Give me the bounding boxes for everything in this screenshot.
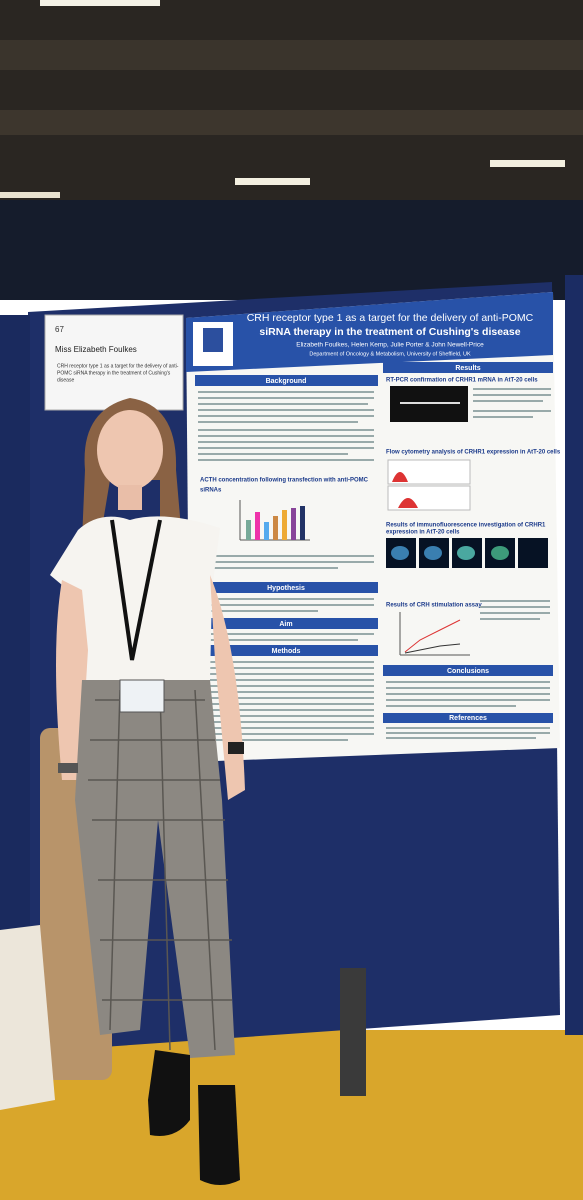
section-bar xyxy=(383,665,553,676)
body-text xyxy=(198,633,374,641)
subheading: RT-PCR confirmation of CRHR1 mRNA in AtT… xyxy=(386,378,538,384)
gel-band xyxy=(400,402,460,404)
body-text xyxy=(198,661,374,741)
beam xyxy=(0,110,583,135)
body-text xyxy=(473,388,551,418)
section-bar xyxy=(383,362,553,373)
poster-title: siRNA therapy in the treatment of Cushin… xyxy=(259,326,520,338)
section-heading: Hypothesis xyxy=(267,585,305,592)
crh-chart-figure xyxy=(399,612,470,656)
subheading: Results of immunofluorescence investigat… xyxy=(386,523,546,529)
subheading: Results of CRH stimulation assay xyxy=(386,603,482,609)
back-wall xyxy=(0,200,583,300)
section-bar xyxy=(195,618,378,629)
body-text xyxy=(386,681,550,707)
section-heading: Background xyxy=(266,378,307,385)
flow-peak xyxy=(398,498,418,508)
subheading: Flow cytometry analysis of CRHR1 express… xyxy=(386,450,561,456)
card-name: Miss Elizabeth Foulkes xyxy=(55,345,137,354)
section-heading: Results xyxy=(455,365,480,372)
card-title: POMC siRNA therapy in the treatment of C… xyxy=(57,370,171,376)
section-heading: References xyxy=(449,715,487,722)
poster-board xyxy=(565,275,583,1035)
card-number: 67 xyxy=(55,325,64,334)
person xyxy=(50,398,245,1185)
body-text xyxy=(198,391,374,461)
body-text xyxy=(480,600,550,620)
body-text xyxy=(386,727,550,739)
flow-peak xyxy=(392,472,408,482)
poster-title: CRH receptor type 1 as a target for the … xyxy=(247,312,534,324)
section-bar xyxy=(195,645,378,656)
section-heading: Aim xyxy=(279,621,292,628)
board-foot xyxy=(340,968,366,1096)
name-card xyxy=(44,314,184,411)
ceiling xyxy=(0,0,583,210)
poster-affiliation: Department of Oncology & Metabolism, Uni… xyxy=(309,351,471,357)
body-text xyxy=(198,598,374,612)
section-bar xyxy=(195,582,378,593)
crest-shield xyxy=(203,328,223,352)
light xyxy=(490,160,565,167)
tote-bag xyxy=(0,925,55,1110)
subheading: ACTH concentration following transfectio… xyxy=(200,478,369,484)
poster-header xyxy=(186,292,553,372)
section-heading: Conclusions xyxy=(447,668,489,675)
section-bar xyxy=(195,375,378,386)
bar-chart-figure xyxy=(239,500,310,541)
section-bar xyxy=(383,713,553,723)
light xyxy=(40,0,160,6)
section-heading: Methods xyxy=(272,648,301,655)
light xyxy=(0,192,60,198)
subheading: expression in AtT-20 cells xyxy=(386,530,460,536)
card-title: CRH receptor type 1 as a target for the … xyxy=(57,363,179,369)
body-text xyxy=(198,555,374,569)
microscopy-images xyxy=(386,538,548,568)
card-title: disease xyxy=(57,377,74,383)
beam xyxy=(0,40,583,70)
light xyxy=(235,178,310,185)
poster-authors: Elizabeth Foulkes, Helen Kemp, Julie Por… xyxy=(296,342,484,349)
subheading: siRNAs xyxy=(200,488,222,494)
